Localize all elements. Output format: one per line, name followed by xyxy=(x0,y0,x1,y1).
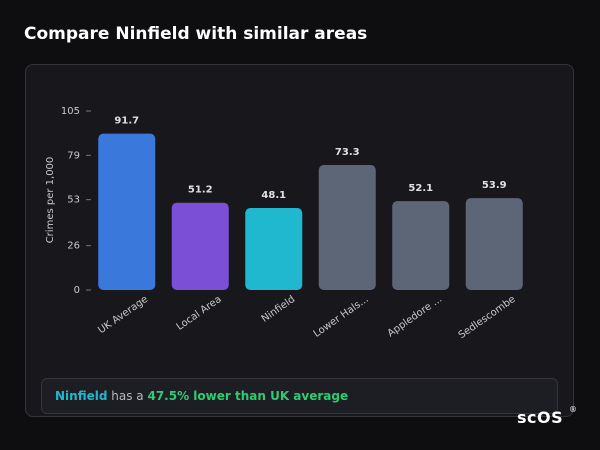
x-tick-label: Appledore ... xyxy=(386,294,444,340)
summary-highlight: 47.5% lower than UK average xyxy=(147,389,349,403)
y-tick-label: 79 xyxy=(67,150,80,161)
bar xyxy=(465,198,523,290)
x-tick-label: Local Area xyxy=(175,294,224,333)
x-tick-label: Lower Hals... xyxy=(312,294,371,340)
y-tick-label: 26 xyxy=(67,241,80,252)
y-axis-label: Crimes per 1,000 xyxy=(45,157,56,244)
page-title: Compare Ninfield with similar areas xyxy=(24,24,368,44)
value-label: 48.1 xyxy=(261,190,286,201)
x-tick-label: UK Average xyxy=(96,294,150,336)
x-tick-label: Sedlescombe xyxy=(457,294,518,341)
logo-mark: ® xyxy=(569,405,577,414)
value-label: 73.3 xyxy=(335,147,360,158)
summary: Ninfield has a 47.5% lower than UK avera… xyxy=(41,378,558,414)
summary-text: has a xyxy=(111,389,144,403)
y-tick-label: 105 xyxy=(61,106,80,117)
bar xyxy=(171,202,229,290)
bar xyxy=(98,133,156,290)
value-label: 91.7 xyxy=(114,116,139,127)
summary-area: Ninfield xyxy=(55,389,108,403)
bar xyxy=(392,201,450,290)
bar xyxy=(245,208,303,290)
logo: scOS xyxy=(517,408,564,427)
bar xyxy=(318,165,376,290)
value-label: 52.1 xyxy=(408,183,433,194)
value-label: 53.9 xyxy=(482,180,507,191)
y-tick-label: 53 xyxy=(67,195,80,206)
y-tick-label: 0 xyxy=(74,285,80,296)
x-tick-label: Ninfield xyxy=(260,294,298,325)
value-label: 51.2 xyxy=(188,185,213,196)
